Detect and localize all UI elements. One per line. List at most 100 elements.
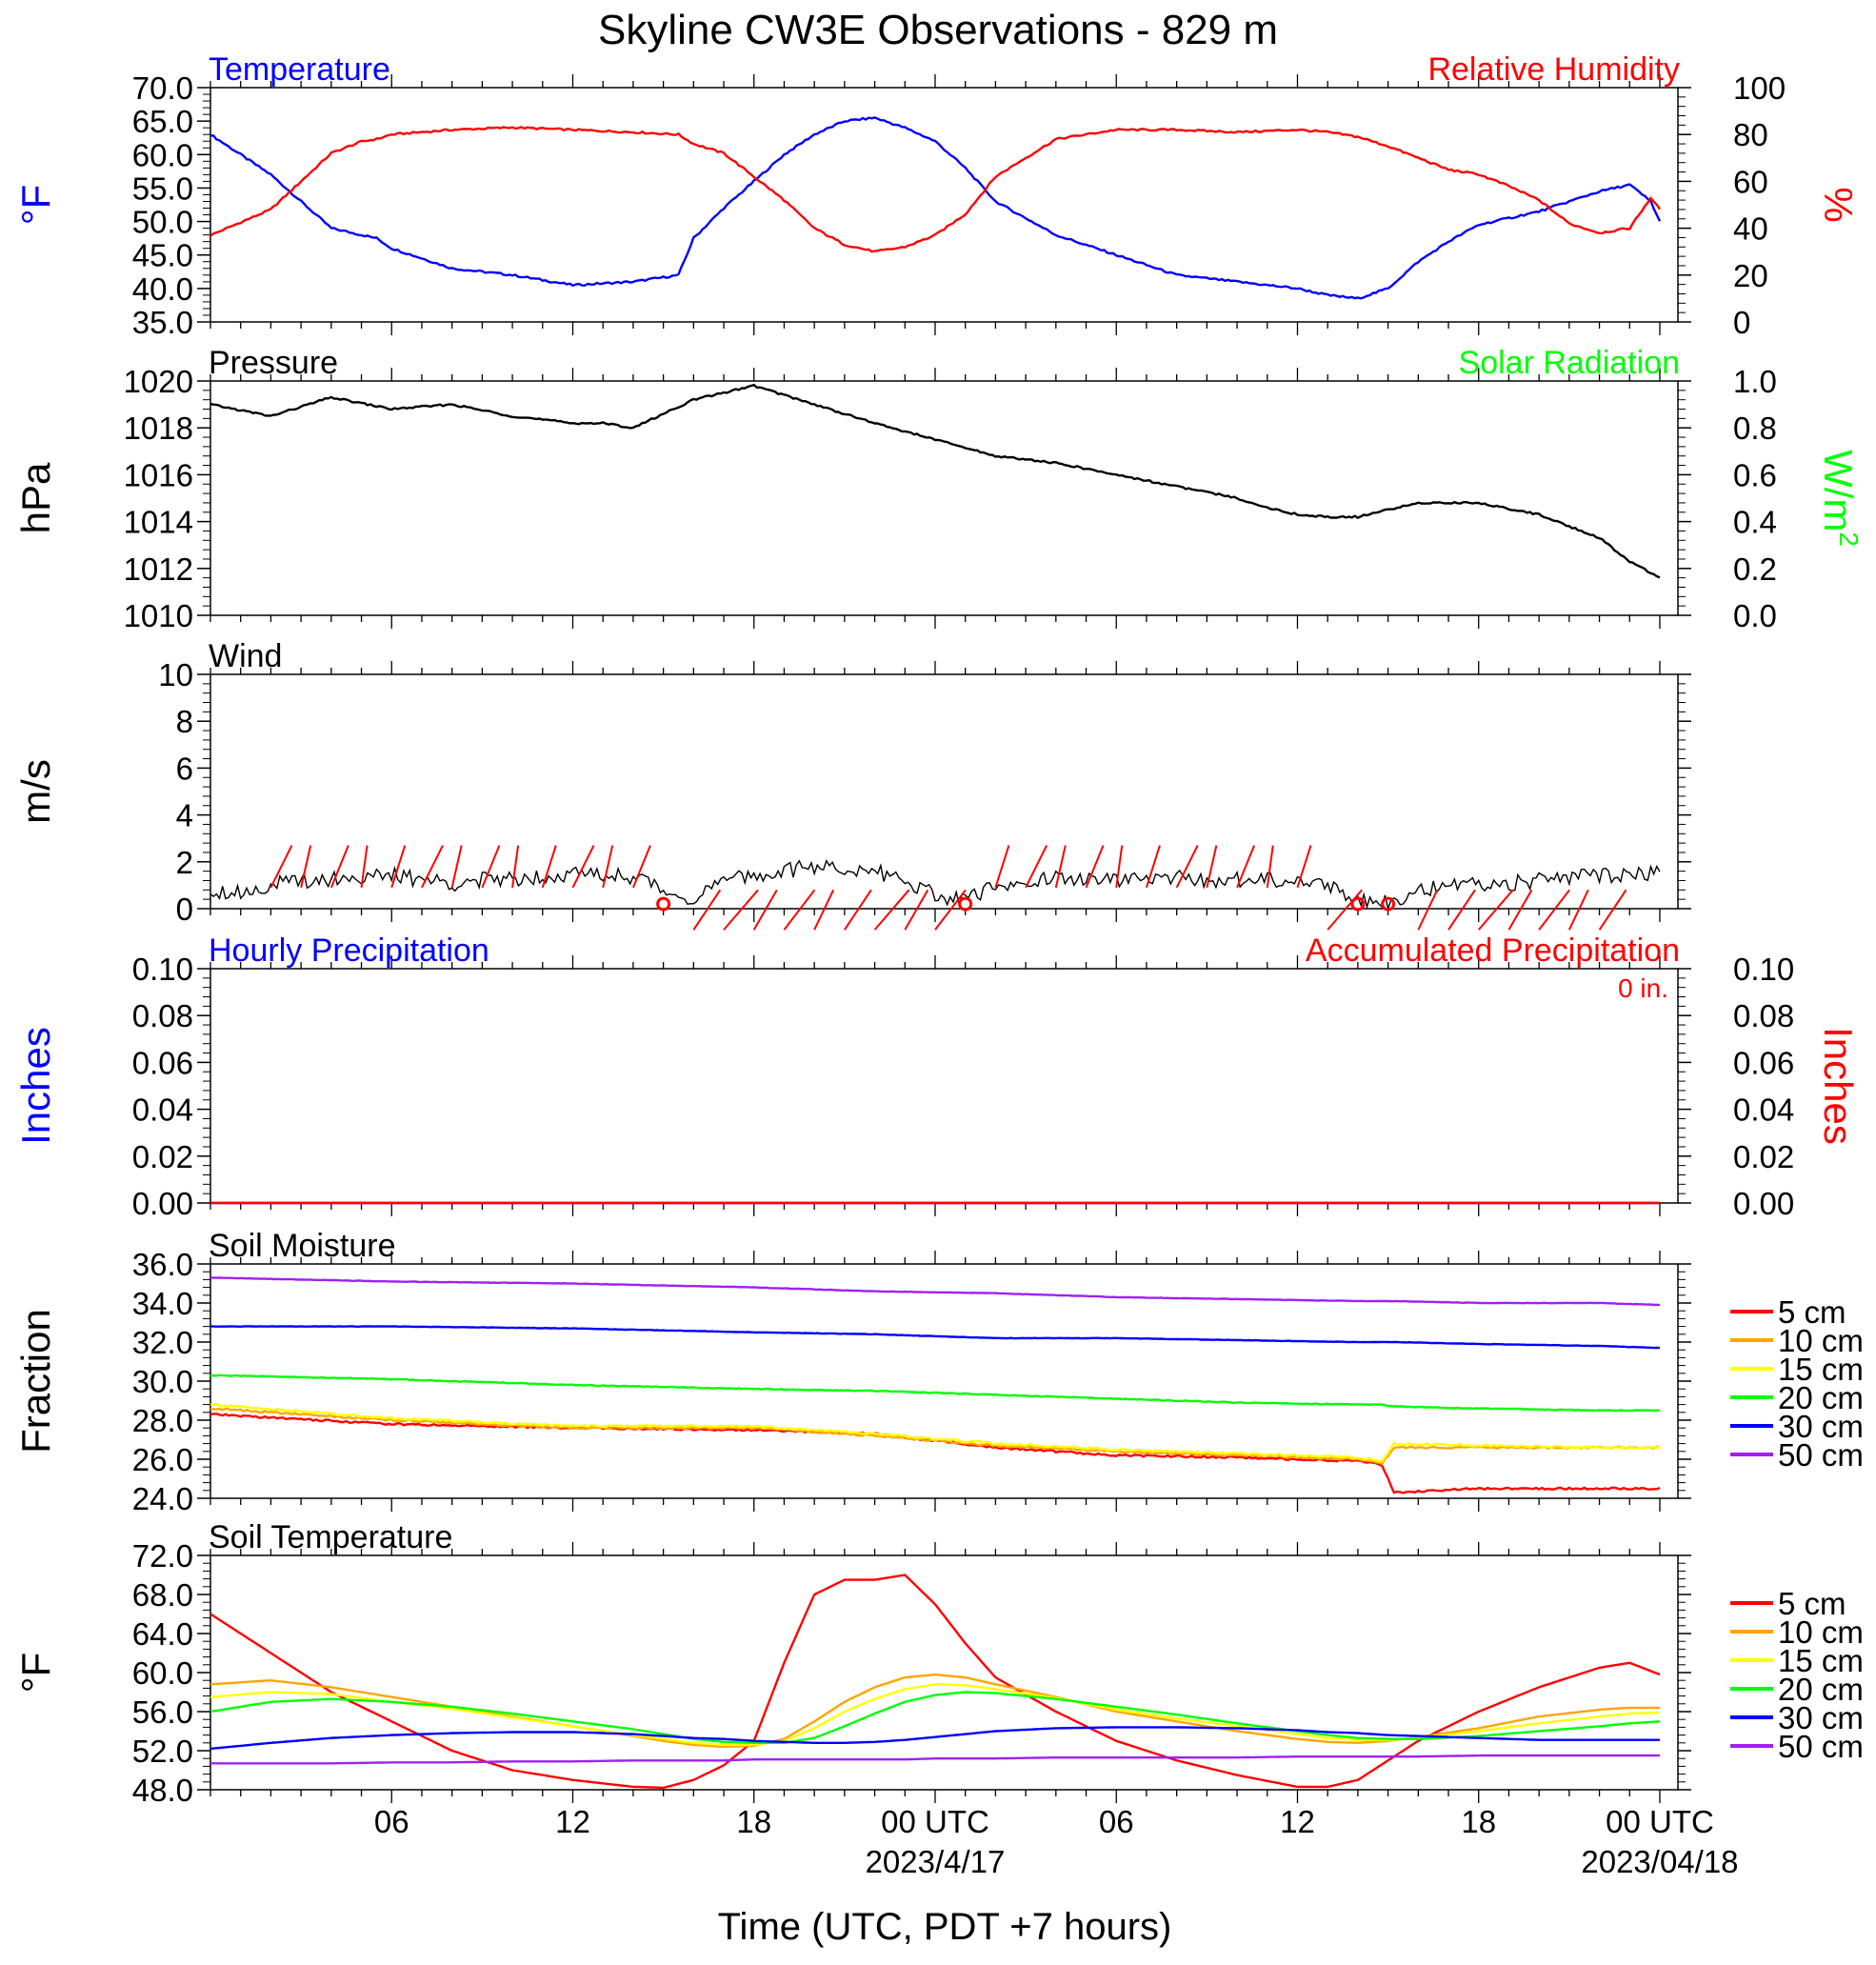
y-tick-label-right: 80 (1733, 117, 1768, 152)
panel-title-left: Hourly Precipitation (209, 932, 489, 969)
series-line-30-cm (210, 1325, 1661, 1350)
wind-barb (1054, 845, 1067, 889)
wind-barbs (269, 845, 1627, 931)
wind-barb (723, 889, 759, 931)
y-tick-label-left: 28.0 (132, 1403, 193, 1438)
legend-label-20-cm: 20 cm (1778, 1672, 1864, 1707)
legend-label-50-cm: 50 cm (1778, 1437, 1864, 1473)
panel-title-left: Soil Moisture (209, 1228, 396, 1264)
wind-barb (631, 845, 651, 889)
x-axis: 06 12 18 00 UTC 06 12 18 00 UTC 2023/4/17 2023/04… (374, 1804, 1739, 1879)
series-line-wind-speed (210, 859, 1661, 912)
wind-barb (1417, 889, 1439, 931)
y-tick-label-left: 35.0 (132, 305, 193, 340)
series-line-temperature (210, 116, 1662, 300)
y-tick-label-right: 20 (1733, 258, 1768, 293)
panels: 70.065.060.055.050.045.040.035.010080604… (13, 51, 1864, 1808)
wind-barb (1175, 845, 1199, 889)
x-tick-label: 00 UTC (881, 1804, 989, 1839)
wind-barb (450, 845, 463, 889)
y-tick-label-left: 0.08 (132, 998, 193, 1033)
series-line-15-cm (210, 1403, 1661, 1463)
y-tick-label-left: 32.0 (132, 1325, 193, 1360)
panel-title-left: Pressure (209, 345, 338, 381)
legend-label-20-cm: 20 cm (1778, 1380, 1864, 1415)
series-line-pressure (210, 383, 1661, 579)
y-tick-label-left: 36.0 (132, 1247, 193, 1282)
panel-2-pressure: 1020 1018 1016 1014 1012 1010 1.0 0.8 0.6 0.4 0.2 0… (13, 345, 1864, 633)
series-line-5-cm (210, 1412, 1661, 1494)
wind-barb (1085, 845, 1105, 889)
y-tick-label-left: 1018 (124, 411, 193, 446)
date-label: 2023/4/17 (866, 1844, 1006, 1879)
y-tick-label-left: 24.0 (132, 1481, 193, 1516)
date-label: 2023/04/18 (1581, 1844, 1738, 1879)
legend-label-10-cm: 10 cm (1778, 1323, 1864, 1358)
wind-barb (1145, 845, 1161, 889)
legend-label-15-cm: 15 cm (1778, 1643, 1864, 1678)
wind-barb (844, 889, 872, 931)
y-tick-label-right: 60 (1733, 164, 1768, 199)
plot-frame (210, 968, 1679, 1204)
y-tick-label-left: 0 (176, 892, 193, 927)
x-tick-label: 18 (1461, 1804, 1496, 1839)
x-tick-label: 06 (1099, 1804, 1134, 1839)
legend-label-30-cm: 30 cm (1778, 1700, 1864, 1735)
plot-frame (210, 1554, 1679, 1791)
panel-title-right: Relative Humidity (1427, 51, 1680, 88)
y-tick-label-left: 55.0 (132, 170, 193, 206)
y-tick-label-left: 0.10 (132, 952, 193, 987)
series-line-5-cm (210, 1574, 1661, 1790)
wind-barb (421, 845, 444, 889)
x-tick-label: 12 (555, 1804, 590, 1839)
figure-title: Skyline CW3E Observations - 829 m (598, 7, 1278, 53)
y-tick-label-left: 56.0 (132, 1694, 193, 1730)
wind-barb (1598, 889, 1627, 931)
wind-barb (269, 845, 293, 889)
y-tick-label-left: 8 (176, 704, 193, 739)
y-tick-label-left: 68.0 (132, 1577, 193, 1613)
wind-barb (571, 845, 595, 889)
wind-barb (1296, 845, 1312, 889)
y-tick-label-left: 70.0 (132, 70, 193, 106)
legend-label-50-cm: 50 cm (1778, 1729, 1864, 1764)
y-tick-label-right: 0.04 (1733, 1093, 1794, 1128)
series-line-10-cm (210, 1407, 1661, 1466)
y-tick-label-right: 0.2 (1733, 551, 1777, 587)
y-tick-label-right: 0.6 (1733, 457, 1777, 492)
y-tick-label-right: 0 (1733, 305, 1750, 340)
series-line-20-cm (210, 1373, 1661, 1413)
y-tick-label-right: 100 (1733, 70, 1786, 106)
wind-barb (1115, 845, 1124, 888)
y-tick-label-left: 4 (176, 798, 193, 833)
y-tick-label-left: 34.0 (132, 1286, 193, 1321)
wind-barb (692, 889, 722, 931)
panel-5-soil-moisture: 36.0 34.0 32.0 30.0 28.0 26.0 24.0 Soil Moistur… (13, 1228, 1864, 1516)
wind-barb (602, 845, 614, 889)
panel-3-wind: 10 8 6 4 2 0 Wind m/s (13, 638, 1691, 931)
y-tick-label-left: 1020 (124, 364, 193, 399)
y-tick-label-left: 6 (176, 751, 193, 786)
y-tick-label-left: 1016 (124, 457, 193, 492)
wind-barb (1327, 889, 1363, 931)
wind-barb (300, 845, 312, 889)
y-axis-label-right: % (1816, 187, 1861, 222)
y-tick-label-left: 0.00 (132, 1186, 193, 1221)
y-tick-label-left: 60.0 (132, 137, 193, 172)
wind-barb (511, 845, 520, 888)
y-axis-label-right: Inches (1816, 1027, 1861, 1145)
y-axis-label-left: m/s (13, 759, 58, 824)
wind-barb (1206, 845, 1218, 889)
panel-title-left: Soil Temperature (209, 1519, 452, 1555)
y-tick-label-left: 30.0 (132, 1364, 193, 1399)
y-tick-label-left: 0.02 (132, 1139, 193, 1174)
y-tick-label-left: 45.0 (132, 238, 193, 273)
y-tick-label-right: 0.10 (1733, 952, 1794, 987)
y-tick-label-left: 1014 (124, 505, 193, 540)
y-tick-label-left: 0.04 (132, 1093, 193, 1128)
series-line-30-cm (210, 1726, 1660, 1751)
